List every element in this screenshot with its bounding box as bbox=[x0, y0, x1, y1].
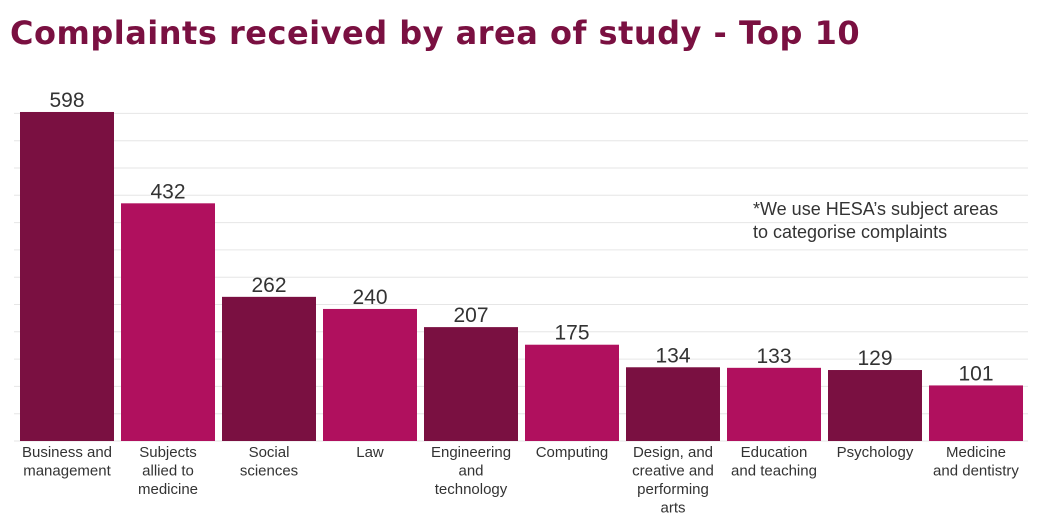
chart-title: Complaints received by area of study - T… bbox=[10, 14, 861, 52]
bar bbox=[121, 203, 215, 441]
value-label: 240 bbox=[352, 286, 387, 309]
bar bbox=[727, 367, 821, 441]
bar bbox=[525, 344, 619, 441]
bar bbox=[828, 370, 922, 441]
category-label: Subjects allied to medicine bbox=[138, 444, 198, 498]
value-label: 101 bbox=[958, 362, 993, 385]
value-label: 598 bbox=[49, 89, 84, 112]
category-label: Computing bbox=[536, 444, 609, 461]
category-label: Medicine and dentistry bbox=[933, 444, 1019, 480]
bar bbox=[626, 367, 720, 441]
category-label: Psychology bbox=[837, 444, 914, 461]
category-label: Engineering and technology bbox=[431, 444, 511, 498]
bar bbox=[929, 385, 1023, 441]
category-label: Business and management bbox=[22, 444, 112, 480]
category-label: Law bbox=[356, 444, 384, 461]
value-label: 262 bbox=[251, 274, 286, 297]
category-labels: Business and management Subjects allied to m… bbox=[22, 444, 1019, 517]
value-label: 134 bbox=[655, 344, 690, 367]
bar bbox=[222, 296, 316, 441]
category-label: Education and teaching bbox=[731, 444, 817, 480]
category-label: Design, and creative and performing arts bbox=[632, 444, 714, 517]
bars bbox=[20, 111, 1023, 441]
value-label: 207 bbox=[453, 304, 488, 327]
value-label: 432 bbox=[150, 180, 185, 203]
bar bbox=[323, 308, 417, 441]
bar bbox=[424, 327, 518, 441]
value-label: 133 bbox=[756, 345, 791, 368]
value-label: 129 bbox=[857, 347, 892, 370]
annotation-note: *We use HESA’s subject areas to categoris… bbox=[753, 199, 998, 242]
value-labels: 598 432 262 240 207 175 134 133 129 101 bbox=[49, 89, 993, 385]
bar bbox=[20, 111, 114, 441]
value-label: 175 bbox=[554, 322, 589, 345]
category-label: Social sciences bbox=[240, 444, 298, 480]
